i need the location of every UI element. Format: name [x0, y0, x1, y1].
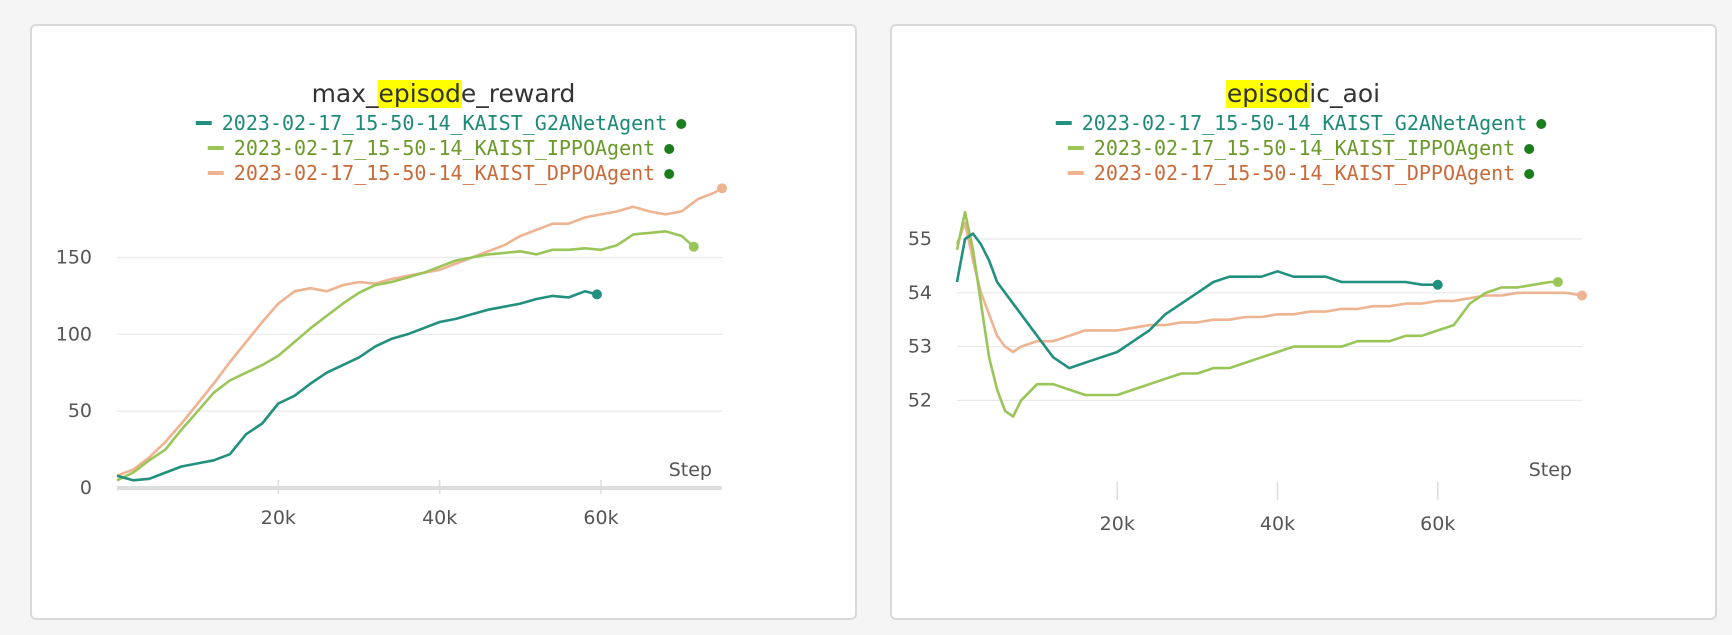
- series-end-point[interactable]: [1577, 290, 1587, 301]
- x-tick-label: 60k: [1420, 513, 1455, 535]
- series-line[interactable]: [955, 221, 1583, 354]
- x-tick-label: 40k: [422, 507, 457, 529]
- legend-status-dot: [664, 169, 675, 179]
- legend-status-dot: [676, 119, 687, 129]
- series-end-point[interactable]: [717, 183, 727, 194]
- chart-panel-episodic-aoi: episodic_aoi 2023-02-17_15-50-14_KAIST_G2…: [890, 24, 1717, 620]
- y-tick-label: 100: [56, 323, 92, 345]
- x-tick-label: 20k: [261, 507, 296, 529]
- y-tick-label: 53: [908, 336, 932, 358]
- legend-entry[interactable]: 2023-02-17_15-50-14_KAIST_DPPOAgent: [1067, 161, 1535, 185]
- series-line[interactable]: [955, 232, 1438, 370]
- y-tick-label: 50: [68, 400, 92, 422]
- x-tick-label: 60k: [583, 507, 618, 529]
- x-tick-label: 40k: [1260, 513, 1295, 535]
- chart-svg: episodic_aoi 2023-02-17_15-50-14_KAIST_G2…: [908, 79, 1587, 535]
- series-end-point[interactable]: [591, 289, 602, 300]
- legend-label: 2023-02-17_15-50-14_KAIST_IPPOAgent: [1094, 136, 1515, 160]
- legend-label: 2023-02-17_15-50-14_KAIST_DPPOAgent: [234, 161, 655, 185]
- legend-entry[interactable]: 2023-02-17_15-50-14_KAIST_IPPOAgent: [207, 136, 675, 160]
- chart-title: episodic_aoi: [1227, 79, 1380, 108]
- y-tick-label: 150: [56, 246, 92, 268]
- x-tick-label: 20k: [1100, 513, 1135, 535]
- legend-entry[interactable]: 2023-02-17_15-50-14_KAIST_IPPOAgent: [1067, 136, 1535, 160]
- series-end-point[interactable]: [688, 241, 699, 252]
- chart-svg: max_episode_reward 2023-02-17_15-50-14_KA…: [56, 79, 727, 529]
- y-tick-label: 54: [908, 282, 932, 304]
- legend-status-dot: [1536, 119, 1547, 129]
- series-line[interactable]: [955, 210, 1558, 418]
- legend-label: 2023-02-17_15-50-14_KAIST_IPPOAgent: [234, 136, 655, 160]
- legend-entry[interactable]: 2023-02-17_15-50-14_KAIST_DPPOAgent: [207, 161, 675, 185]
- series-line[interactable]: [116, 187, 723, 477]
- legend-label: 2023-02-17_15-50-14_KAIST_G2ANetAgent: [222, 111, 668, 135]
- chart-panel-max-episode-reward: max_episode_reward 2023-02-17_15-50-14_KA…: [30, 24, 857, 620]
- legend-status-dot: [1524, 169, 1535, 179]
- legend-status-dot: [664, 144, 675, 154]
- title-highlight: [1225, 80, 1311, 108]
- series-line[interactable]: [116, 289, 598, 482]
- title-highlight: [377, 80, 462, 108]
- legend-entry[interactable]: 2023-02-17_15-50-14_KAIST_G2ANetAgent: [1055, 111, 1547, 135]
- series-end-point[interactable]: [1552, 277, 1563, 288]
- legend-entry[interactable]: 2023-02-17_15-50-14_KAIST_G2ANetAgent: [195, 111, 687, 135]
- y-tick-label: 0: [80, 477, 92, 499]
- y-tick-label: 52: [908, 389, 932, 411]
- x-axis-label: Step: [669, 459, 712, 481]
- y-tick-label: 55: [908, 228, 932, 250]
- x-axis-label: Step: [1529, 459, 1572, 481]
- legend-label: 2023-02-17_15-50-14_KAIST_G2ANetAgent: [1082, 111, 1528, 135]
- chart-title: max_episode_reward: [312, 79, 576, 108]
- series-end-point[interactable]: [1432, 279, 1443, 290]
- legend-label: 2023-02-17_15-50-14_KAIST_DPPOAgent: [1094, 161, 1515, 185]
- series-line[interactable]: [116, 230, 695, 482]
- legend-status-dot: [1524, 144, 1535, 154]
